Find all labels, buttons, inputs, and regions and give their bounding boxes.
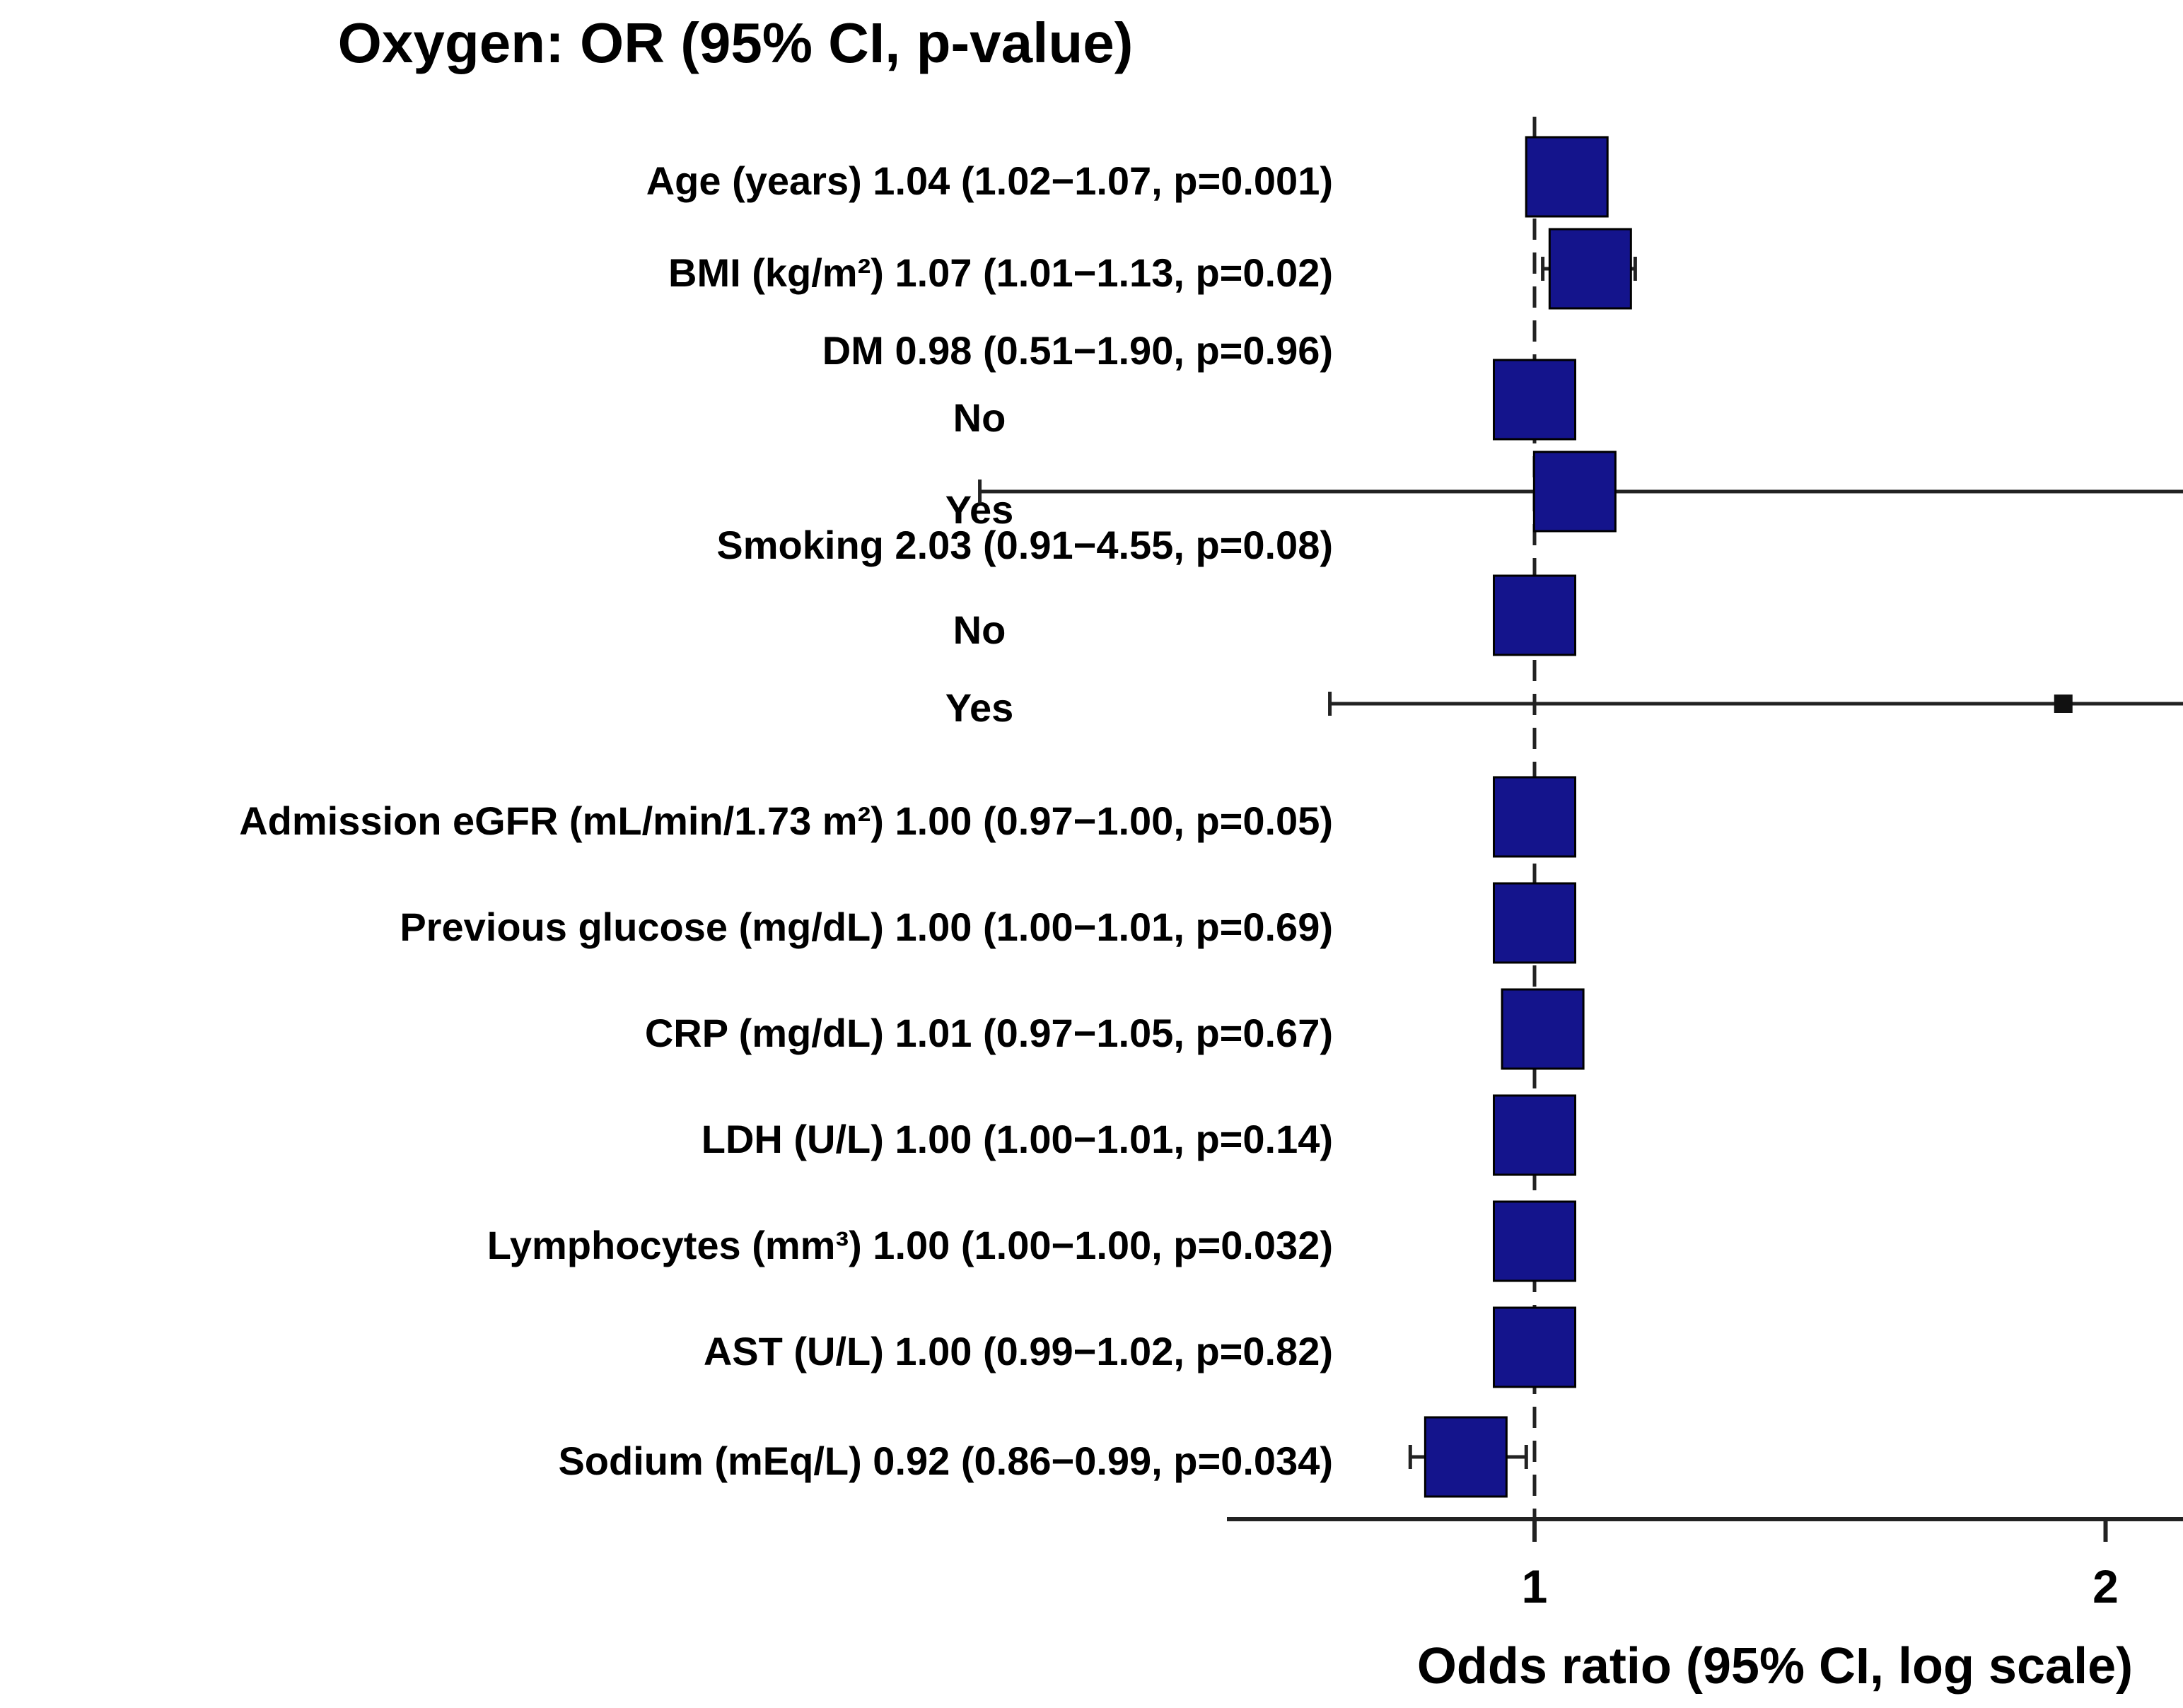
row-label: LDH (U/L) 1.00 (1.00−1.01, p=0.14) — [702, 1117, 1333, 1161]
row-label: Sodium (mEq/L) 0.92 (0.86−0.99, p=0.034) — [558, 1439, 1333, 1483]
x-axis-label: Odds ratio (95% CI, log scale) — [1417, 1638, 2133, 1695]
row-label: DM 0.98 (0.51−1.90, p=0.96) — [822, 328, 1333, 373]
or-point-marker — [1548, 228, 1632, 310]
or-point-marker — [1493, 574, 1576, 656]
marks-layer — [978, 136, 2183, 1498]
row-label: BMI (kg/m²) 1.07 (1.01−1.13, p=0.02) — [668, 250, 1333, 295]
or-point-marker — [2054, 695, 2073, 713]
or-point-marker — [1493, 882, 1576, 964]
x-ticks: 1234567 — [1522, 1519, 2119, 1613]
or-point-marker — [1493, 359, 1576, 441]
row-label: CRP (mg/dL) 1.01 (0.97−1.05, p=0.67) — [645, 1011, 1333, 1055]
row-label: Admission eGFR (mL/min/1.73 m²) 1.00 (0.… — [239, 798, 1333, 843]
row-label: No — [953, 395, 1006, 440]
x-tick-label: 2 — [2092, 1560, 2119, 1613]
row-label: Smoking 2.03 (0.91−4.55, p=0.08) — [716, 523, 1333, 567]
row-label: Lymphocytes (mm³) 1.00 (1.00−1.00, p=0.0… — [487, 1223, 1333, 1267]
chart-title: Oxygen: OR (95% CI, p-value) — [338, 11, 1134, 74]
row-label: Age (years) 1.04 (1.02−1.07, p=0.001) — [646, 158, 1333, 203]
or-point-marker — [1493, 1094, 1576, 1176]
or-point-marker — [1501, 988, 1585, 1070]
or-point-marker — [1493, 1200, 1576, 1282]
or-point-marker — [1493, 776, 1576, 858]
or-point-marker — [1493, 1306, 1576, 1388]
or-point-marker — [1424, 1416, 1508, 1498]
row-label: Previous glucose (mg/dL) 1.00 (1.00−1.01… — [400, 905, 1333, 949]
row-label: Yes — [945, 685, 1014, 730]
rows-layer: Age (years) 1.04 (1.02−1.07, p=0.001) BMI… — [239, 158, 1333, 1483]
row-label: No — [953, 608, 1006, 652]
or-point-marker — [1532, 451, 1617, 533]
or-point-marker — [1525, 136, 1609, 218]
x-tick-label: 1 — [1522, 1560, 1548, 1613]
row-label: AST (U/L) 1.00 (0.99−1.02, p=0.82) — [704, 1329, 1333, 1373]
